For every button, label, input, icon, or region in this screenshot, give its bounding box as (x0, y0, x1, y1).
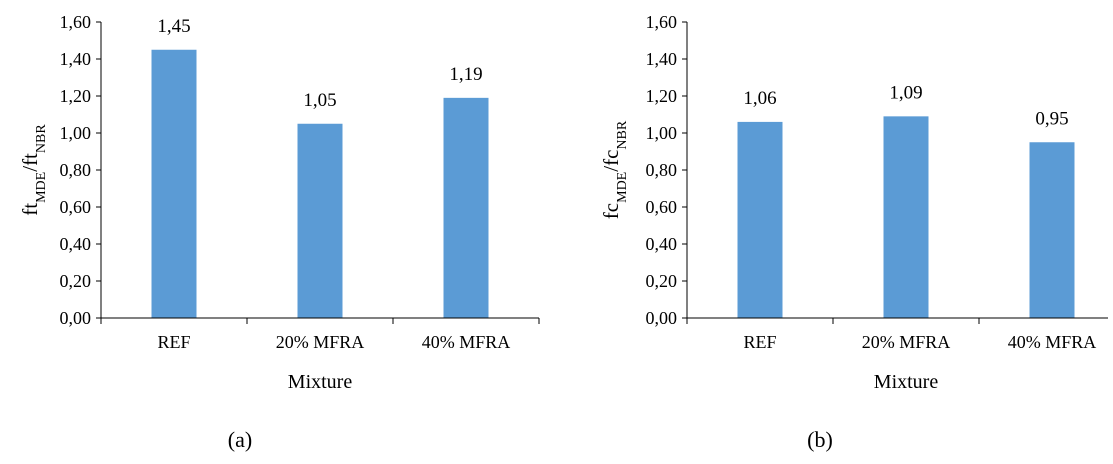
y-tick-label: 0,80 (60, 160, 92, 180)
y-tick-label: 0,00 (60, 308, 92, 328)
bar (883, 116, 929, 318)
y-tick-label: 0,60 (646, 197, 678, 217)
bar (151, 49, 197, 318)
y-axis-title: fcMDE/fcNBR (599, 120, 630, 219)
chart-panel-b: 1,06 1,09 0,95 0,00 0,20 0,40 0,60 0,80 1,00 1,20… (599, 12, 1108, 452)
data-label: 1,05 (303, 90, 336, 111)
y-tick-label: 0,20 (60, 271, 92, 291)
y-tick-label: 0,20 (646, 271, 678, 291)
x-tick-label: REF (157, 332, 190, 352)
x-tick-label: 20% MFRA (862, 332, 951, 352)
y-tick-label: 1,00 (60, 123, 92, 143)
panel-label: (a) (228, 427, 252, 452)
y-tick-label: 0,40 (60, 234, 92, 254)
y-tick-label: 1,40 (60, 49, 92, 69)
data-label: 1,09 (889, 82, 922, 103)
y-tick-label: 1,60 (60, 12, 92, 32)
data-label: 1,19 (449, 64, 482, 85)
y-tick-label: 0,00 (646, 308, 678, 328)
bar (737, 121, 783, 319)
y-axis-title: ftMDE/ftNBR (18, 124, 49, 216)
bar (443, 97, 489, 318)
x-axis-title: Mixture (874, 371, 939, 393)
y-tick-label: 1,20 (60, 86, 92, 106)
bar (1029, 142, 1075, 318)
x-tick-label: 20% MFRA (276, 332, 365, 352)
x-tick-label: REF (743, 332, 776, 352)
x-axis-title: Mixture (288, 371, 353, 393)
y-tick-label: 1,60 (646, 12, 678, 32)
y-tick-label: 1,20 (646, 86, 678, 106)
y-tick-label: 1,40 (646, 49, 678, 69)
chart-panel-a: 1,45 1,05 1,19 0,00 0,20 0,40 0,60 0,80 1,00 1,20… (18, 12, 540, 452)
data-label: 1,06 (743, 88, 776, 109)
y-tick-label: 0,80 (646, 160, 678, 180)
y-tick-label: 0,60 (60, 197, 92, 217)
x-tick-label: 40% MFRA (1008, 332, 1097, 352)
data-label: 0,95 (1035, 108, 1068, 129)
y-tick-label: 0,40 (646, 234, 678, 254)
panel-label: (b) (807, 427, 833, 452)
x-tick-label: 40% MFRA (422, 332, 511, 352)
y-tick-label: 1,00 (646, 123, 678, 143)
data-label: 1,45 (157, 16, 190, 37)
bar (297, 123, 343, 318)
